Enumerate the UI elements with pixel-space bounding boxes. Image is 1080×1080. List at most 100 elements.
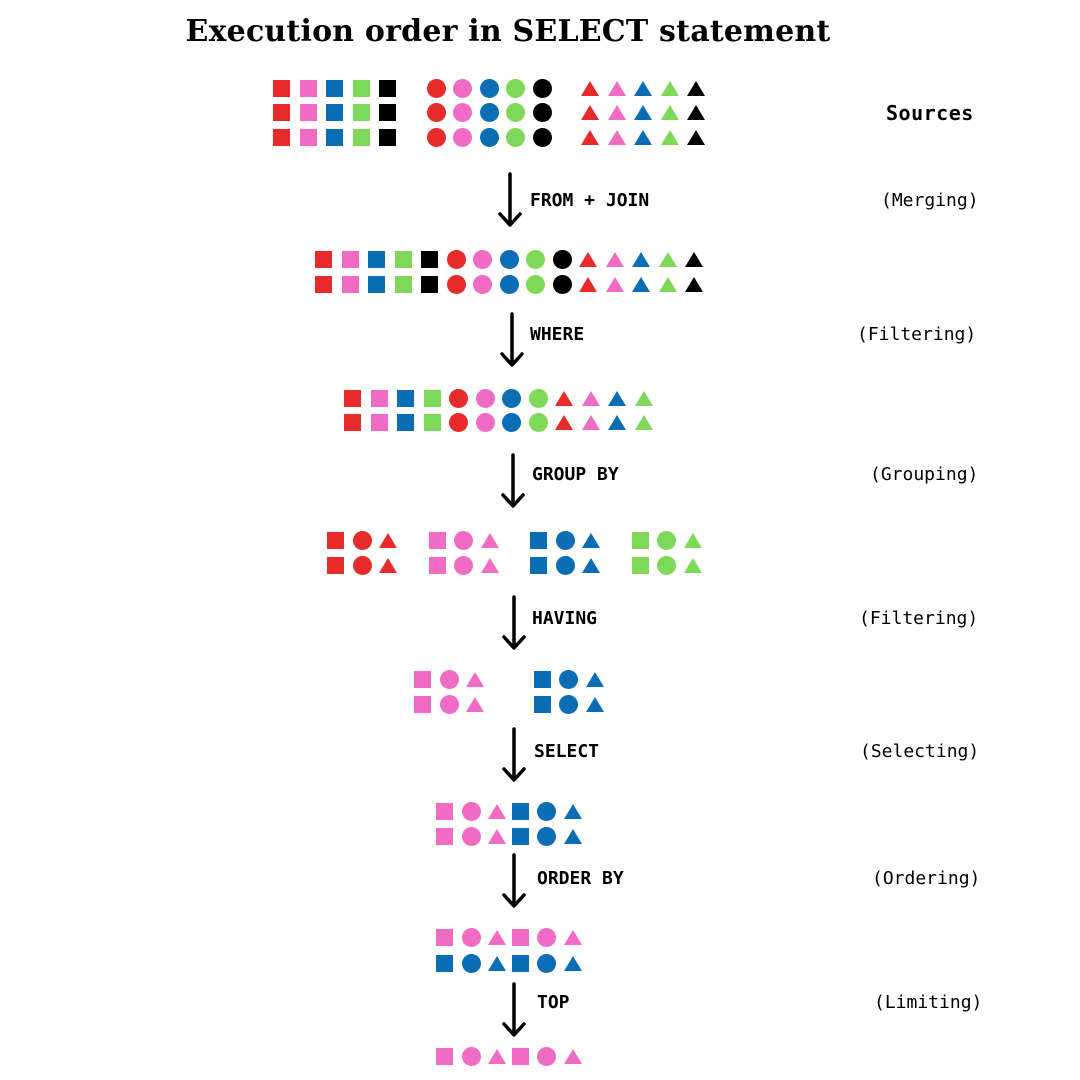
limited-rows-pink-square <box>436 1048 453 1065</box>
source-rows-black-circle <box>532 103 552 122</box>
sources-label: Sources <box>886 101 974 125</box>
clause-label: WHERE <box>530 324 585 345</box>
filtered-rows-blue-circle <box>502 413 521 432</box>
source-rows-blue-triangle <box>634 81 652 96</box>
source-rows-red-triangle <box>581 81 599 96</box>
source-rows-pink-square <box>299 129 317 146</box>
source-rows-blue-circle <box>479 128 499 147</box>
merged-rows-blue-circle <box>499 275 519 294</box>
selected-rows-blue-circle <box>537 827 556 846</box>
source-rows-black-square <box>379 80 396 97</box>
selected-rows-pink-circle <box>461 827 481 846</box>
source-rows-pink-triangle <box>607 130 626 145</box>
grouped-rows-green-circle <box>657 556 676 575</box>
merged-rows-pink-square <box>341 251 359 268</box>
limited-rows-pink-circle <box>537 1047 556 1066</box>
grouped-rows-blue-circle <box>555 556 575 575</box>
ordered-rows-pink-square <box>436 929 453 946</box>
filtered-rows-pink-circle <box>475 413 495 432</box>
filtered-rows-pink-triangle <box>581 415 600 430</box>
source-rows-green-triangle <box>660 105 679 120</box>
ordered-rows-blue-square <box>511 955 529 972</box>
grouped-rows-pink-triangle <box>480 533 499 548</box>
step-description: (Selecting) <box>860 741 980 762</box>
grouped-rows-blue-triangle <box>582 533 600 548</box>
selected-rows-blue-square <box>511 828 529 845</box>
merged-rows-blue-circle <box>499 250 519 269</box>
grouped-rows-green-triangle <box>683 558 702 573</box>
source-rows-black-circle <box>532 79 552 98</box>
page-title: Execution order in SELECT statement <box>185 14 831 49</box>
selected-rows-blue-triangle <box>563 829 582 844</box>
having-rows-blue-square <box>533 671 551 688</box>
merged-rows-red-circle <box>446 275 466 294</box>
grouped-rows-pink-triangle <box>480 558 499 573</box>
having-rows-pink-triangle <box>466 672 484 687</box>
source-rows-black-triangle <box>687 105 705 120</box>
source-rows-green-circle <box>506 128 525 147</box>
ordered-rows-blue-square <box>436 955 453 972</box>
step-description: (Filtering) <box>859 608 979 629</box>
merged-rows-blue-triangle <box>632 252 650 267</box>
down-arrow-icon <box>502 853 526 908</box>
source-rows-red-circle <box>426 103 446 122</box>
ordered-rows-pink-triangle <box>563 930 582 945</box>
filtered-rows-blue-triangle <box>608 415 626 430</box>
merged-rows-black-circle <box>552 250 572 269</box>
filtered-rows-red-circle <box>449 389 468 408</box>
grouped-rows-red-circle <box>352 531 372 550</box>
grouped-rows-blue-triangle <box>582 558 600 573</box>
source-rows-pink-circle <box>453 103 472 122</box>
selected-rows-pink-square <box>436 803 453 820</box>
filtered-rows-blue-circle <box>502 389 521 408</box>
clause-label: SELECT <box>534 741 600 762</box>
filtered-rows-blue-square <box>397 414 414 431</box>
selected-rows-blue-square <box>511 803 529 820</box>
ordered-rows-pink-triangle <box>488 930 506 945</box>
grouped-rows-blue-circle <box>555 531 575 550</box>
clause-label: ORDER BY <box>537 868 624 889</box>
ordered-rows-pink-circle <box>537 928 556 947</box>
having-rows-pink-triangle <box>466 697 484 712</box>
source-rows-green-circle <box>506 79 525 98</box>
grouped-rows-pink-square <box>428 557 446 574</box>
source-rows-green-square <box>352 129 370 146</box>
having-rows-blue-triangle <box>585 697 604 712</box>
step-description: (Merging) <box>881 190 979 211</box>
filtered-rows-red-triangle <box>555 391 573 406</box>
down-arrow-icon <box>502 982 526 1037</box>
down-arrow-icon <box>502 727 526 782</box>
filtered-rows-red-triangle <box>555 415 573 430</box>
ordered-rows-pink-square <box>511 929 529 946</box>
ordered-rows-blue-triangle <box>488 956 506 971</box>
merged-rows-pink-circle <box>473 250 492 269</box>
filtered-rows-pink-square <box>370 390 388 407</box>
clause-label: TOP <box>537 992 570 1013</box>
source-rows-pink-triangle <box>607 81 626 96</box>
having-rows-blue-circle <box>559 670 578 689</box>
merged-rows-black-square <box>421 251 438 268</box>
filtered-rows-pink-triangle <box>581 391 600 406</box>
limited-rows-pink-triangle <box>488 1049 506 1064</box>
source-rows-pink-triangle <box>607 105 626 120</box>
source-rows-green-circle <box>506 103 525 122</box>
merged-rows-black-triangle <box>685 252 703 267</box>
ordered-rows-pink-circle <box>461 928 481 947</box>
merged-rows-green-square <box>394 276 412 293</box>
filtered-rows-green-circle <box>528 389 548 408</box>
source-rows-red-triangle <box>581 105 599 120</box>
down-arrow-icon <box>498 172 522 227</box>
grouped-rows-red-triangle <box>379 533 397 548</box>
source-rows-black-square <box>379 129 396 146</box>
selected-rows-pink-triangle <box>488 804 506 819</box>
source-rows-blue-triangle <box>634 130 652 145</box>
merged-rows-red-square <box>315 251 332 268</box>
grouped-rows-blue-square <box>530 532 547 549</box>
down-arrow-icon <box>502 595 526 650</box>
down-arrow-icon <box>501 453 525 508</box>
ordered-rows-blue-circle <box>461 954 481 973</box>
merged-rows-red-circle <box>446 250 466 269</box>
source-rows-black-square <box>379 104 396 121</box>
merged-rows-red-triangle <box>579 252 597 267</box>
source-rows-pink-circle <box>453 128 472 147</box>
